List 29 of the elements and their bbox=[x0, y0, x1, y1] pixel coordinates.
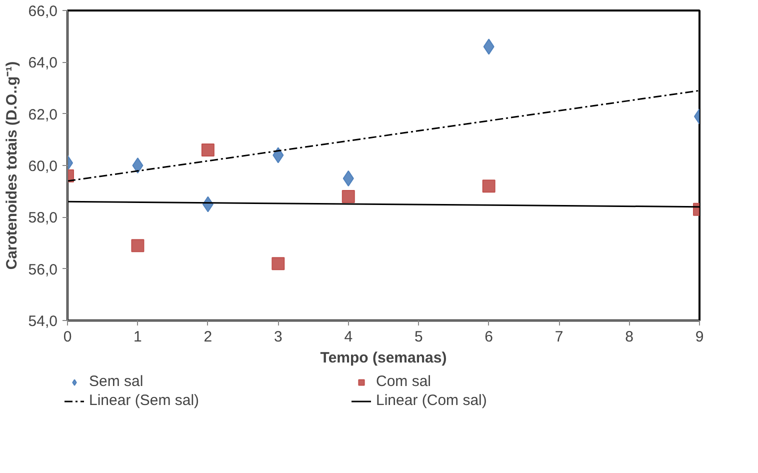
legend-label: Com sal bbox=[376, 373, 432, 390]
x-axis-title: Tempo (semanas) bbox=[320, 350, 447, 366]
point bbox=[342, 190, 355, 203]
legend-label: Sem sal bbox=[89, 373, 144, 390]
x-tick-label: 4 bbox=[344, 328, 353, 346]
x-tick-label: 0 bbox=[63, 328, 72, 346]
y-axis-title: Carotenoides totais (D.O..g⁻¹) bbox=[3, 61, 20, 270]
point bbox=[482, 180, 496, 193]
x-tick-label: 8 bbox=[625, 328, 634, 346]
x-tick-label: 9 bbox=[695, 328, 704, 346]
y-tick-label: 56,0 bbox=[28, 261, 58, 278]
point bbox=[131, 239, 144, 252]
x-tick-label: 3 bbox=[274, 328, 282, 346]
legend-label: Linear (Com sal) bbox=[376, 392, 488, 409]
y-tick-label: 54,0 bbox=[28, 313, 58, 330]
y-tick-label: 62,0 bbox=[28, 106, 58, 124]
y-tick-label: 66,0 bbox=[28, 3, 58, 20]
x-tick-label: 2 bbox=[204, 328, 212, 346]
x-tick-label: 1 bbox=[134, 328, 142, 346]
x-tick-label: 7 bbox=[554, 328, 564, 346]
point bbox=[272, 257, 285, 270]
legend-label: Linear (Sem sal) bbox=[89, 392, 200, 409]
x-tick-label: 5 bbox=[414, 328, 423, 346]
y-tick-label: 60,0 bbox=[28, 158, 58, 175]
y-tick-label: 58,0 bbox=[28, 210, 58, 227]
point bbox=[132, 158, 144, 174]
point bbox=[201, 144, 214, 156]
x-tick-label: 6 bbox=[484, 328, 494, 346]
y-tick-label: 64,0 bbox=[28, 54, 58, 72]
